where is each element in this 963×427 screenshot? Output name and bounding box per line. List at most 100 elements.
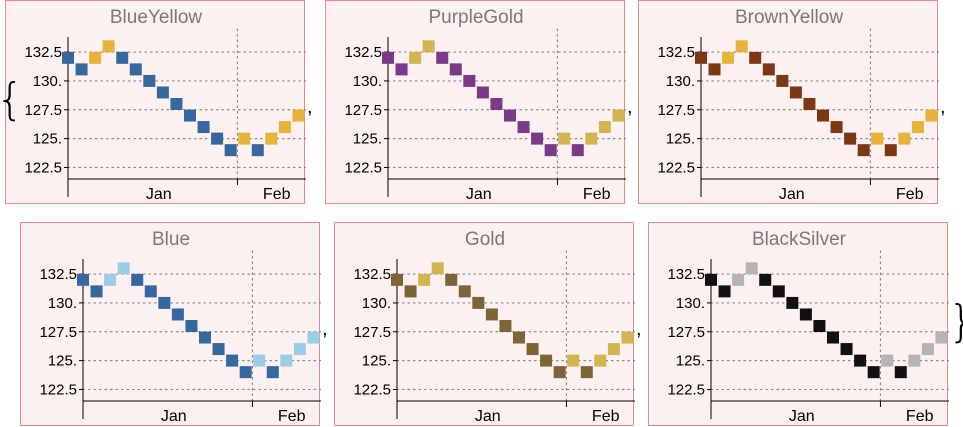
data-point bbox=[803, 98, 816, 110]
data-point bbox=[199, 331, 211, 344]
list-close-brace: } bbox=[948, 300, 963, 344]
data-point bbox=[884, 144, 897, 157]
data-point bbox=[197, 121, 210, 134]
data-point bbox=[911, 121, 924, 134]
y-tick-label: 127.5 bbox=[39, 324, 77, 341]
data-point bbox=[472, 296, 485, 309]
y-tick-label: 125. bbox=[362, 353, 391, 370]
data-point bbox=[571, 144, 584, 157]
data-point bbox=[144, 285, 157, 298]
data-point bbox=[382, 51, 394, 64]
data-point bbox=[253, 354, 266, 367]
chart-title: PurpleGold bbox=[428, 7, 523, 28]
data-point bbox=[607, 343, 620, 356]
data-point bbox=[921, 343, 934, 356]
data-point bbox=[156, 86, 169, 99]
chart-panel-brownyellow: BrownYellow 122.5 125. 127.5 130. 132.5 Jan Feb bbox=[638, 0, 939, 204]
data-point bbox=[594, 354, 607, 367]
data-point bbox=[463, 74, 476, 87]
y-tick-label: 125. bbox=[666, 131, 695, 148]
data-point bbox=[722, 51, 735, 64]
chart-svg: BrownYellow 122.5 125. 127.5 130. 132.5 Jan Feb bbox=[657, 7, 939, 203]
data-point bbox=[762, 63, 775, 76]
data-point bbox=[436, 51, 449, 64]
data-point bbox=[871, 132, 884, 145]
chart-panel-blue: Blue 122.5 125. 127.5 130. 132.5 Jan Feb bbox=[20, 222, 321, 426]
chart-panel-purplegold: PurpleGold 122.5 125. 127.5 130. 132.5 Jan Feb bbox=[325, 0, 626, 204]
y-tick-label: 125. bbox=[353, 131, 382, 148]
x-tick-label: Jan bbox=[466, 186, 492, 203]
chart-title: Blue bbox=[152, 229, 190, 250]
y-tick-label: 122.5 bbox=[657, 159, 695, 176]
data-point bbox=[881, 354, 894, 367]
data-point bbox=[116, 51, 129, 64]
separator-comma: , bbox=[322, 318, 328, 340]
data-point bbox=[732, 273, 745, 286]
chart-panel-blacksilver: BlackSilver 122.5 125. 127.5 130. 132.5 Jan Feb bbox=[648, 222, 949, 426]
data-point bbox=[445, 273, 458, 286]
data-point bbox=[830, 121, 843, 134]
data-point bbox=[431, 262, 444, 275]
data-point bbox=[395, 63, 408, 76]
data-point bbox=[212, 343, 225, 356]
data-point bbox=[62, 51, 74, 64]
data-point bbox=[490, 98, 503, 110]
x-tick-label: Jan bbox=[146, 186, 172, 203]
y-tick-label: 130. bbox=[676, 295, 705, 312]
data-point bbox=[612, 109, 625, 122]
data-point bbox=[705, 273, 717, 286]
data-point bbox=[409, 51, 422, 64]
data-point bbox=[226, 354, 239, 367]
data-point bbox=[129, 63, 142, 76]
data-point bbox=[531, 132, 544, 145]
data-point bbox=[598, 121, 611, 134]
data-point bbox=[504, 109, 516, 122]
data-point bbox=[708, 63, 721, 76]
y-tick-label: 122.5 bbox=[344, 159, 382, 176]
y-tick-label: 130. bbox=[666, 73, 695, 90]
data-point bbox=[280, 354, 293, 367]
data-point bbox=[776, 74, 789, 87]
data-point bbox=[585, 132, 598, 145]
data-point bbox=[458, 285, 471, 298]
data-point bbox=[292, 109, 305, 122]
y-tick-label: 127.5 bbox=[667, 324, 705, 341]
data-point bbox=[90, 285, 103, 298]
y-tick-label: 132.5 bbox=[667, 266, 705, 283]
data-point bbox=[935, 331, 948, 344]
y-tick-label: 122.5 bbox=[39, 381, 77, 398]
data-point bbox=[449, 63, 462, 76]
y-tick-label: 125. bbox=[33, 131, 62, 148]
y-tick-label: 130. bbox=[33, 73, 62, 90]
data-point bbox=[224, 144, 237, 157]
data-point bbox=[553, 366, 566, 379]
y-tick-label: 130. bbox=[362, 295, 391, 312]
data-point bbox=[278, 121, 291, 134]
data-point bbox=[580, 366, 593, 379]
data-point bbox=[485, 308, 498, 321]
x-tick-label: Feb bbox=[906, 408, 934, 425]
x-tick-label: Feb bbox=[263, 186, 291, 203]
data-point bbox=[499, 320, 512, 332]
data-point bbox=[786, 296, 799, 309]
data-point bbox=[718, 285, 731, 298]
chart-svg: PurpleGold 122.5 125. 127.5 130. 132.5 Jan Feb bbox=[344, 7, 626, 203]
y-tick-label: 125. bbox=[676, 353, 705, 370]
chart-svg: Gold 122.5 125. 127.5 130. 132.5 Jan Feb bbox=[353, 229, 635, 425]
chart-svg: Blue 122.5 125. 127.5 130. 132.5 Jan Feb bbox=[39, 229, 321, 425]
data-point bbox=[813, 320, 826, 332]
y-tick-label: 132.5 bbox=[24, 44, 62, 61]
y-tick-label: 130. bbox=[48, 295, 77, 312]
y-tick-label: 132.5 bbox=[344, 44, 382, 61]
data-point bbox=[211, 132, 224, 145]
data-point bbox=[171, 308, 184, 321]
data-point bbox=[749, 51, 762, 64]
data-point bbox=[184, 109, 196, 122]
data-point bbox=[567, 354, 580, 367]
data-point bbox=[104, 273, 117, 286]
x-tick-label: Feb bbox=[896, 186, 924, 203]
data-point bbox=[517, 121, 530, 134]
separator-comma: , bbox=[636, 318, 642, 340]
data-point bbox=[265, 132, 278, 145]
data-point bbox=[476, 86, 489, 99]
